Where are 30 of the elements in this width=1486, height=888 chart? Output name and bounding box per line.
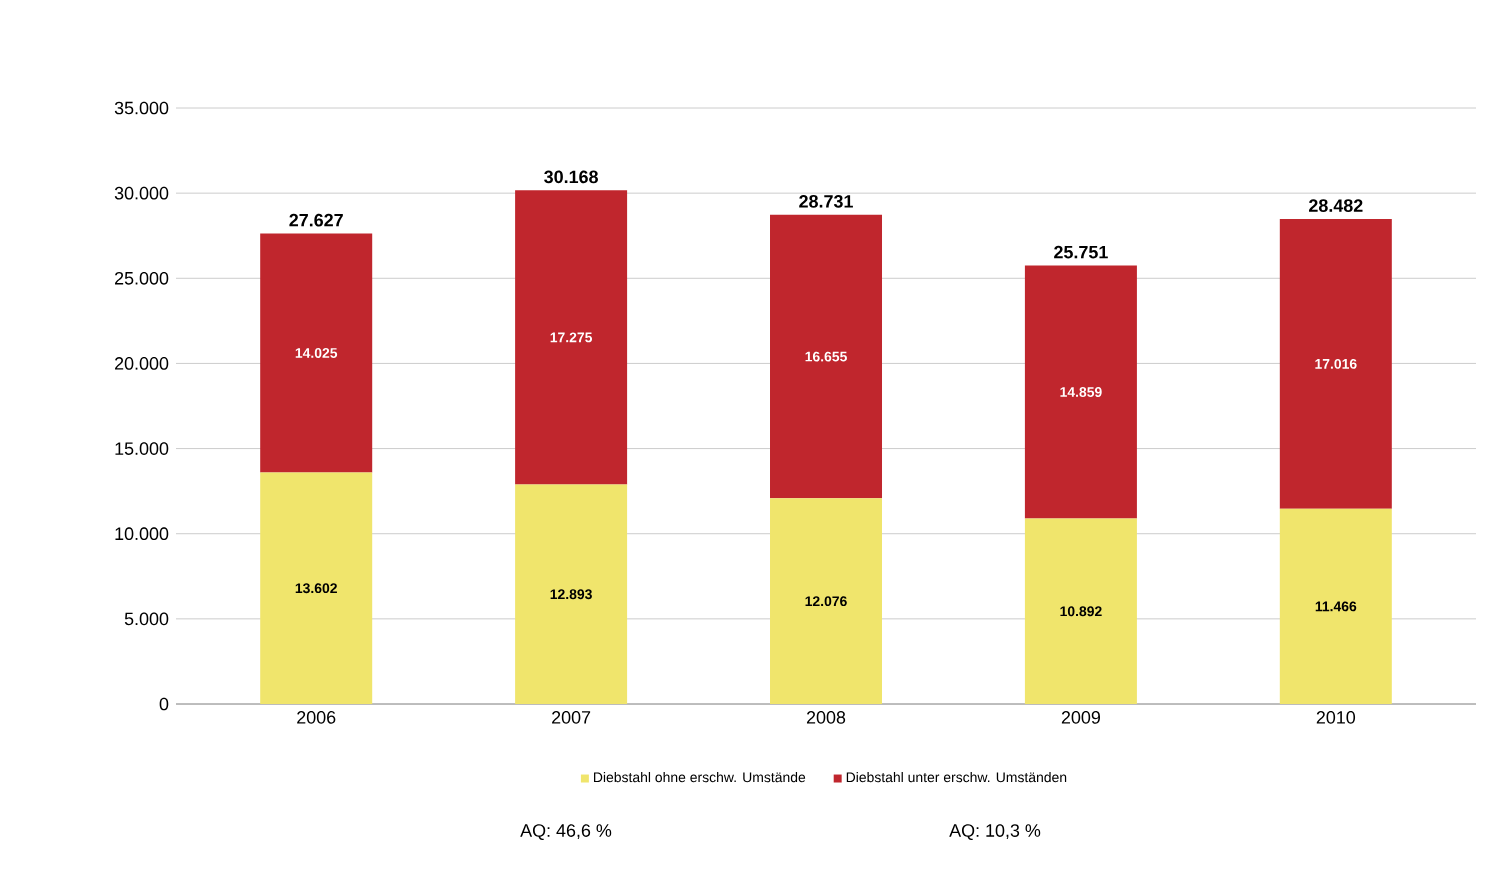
x-tick-label: 2006 — [297, 711, 336, 724]
x-tick-label: 2010 — [1316, 711, 1356, 724]
bar — [1279, 218, 1392, 509]
y-tick-label: 15.000 — [115, 442, 169, 455]
bar — [260, 472, 373, 704]
total-label: 30.168 — [544, 170, 598, 184]
bar — [1279, 508, 1392, 704]
y-tick-label: 25.000 — [115, 271, 169, 285]
bar — [1024, 518, 1137, 704]
y-tick-label: 30.000 — [114, 186, 169, 200]
bar — [515, 484, 628, 704]
y-tick-label: 10.000 — [115, 527, 169, 541]
x-tick-label: 2009 — [1061, 711, 1100, 724]
total-label: 27.627 — [289, 213, 343, 227]
text: AQ: 10,3 % — [949, 824, 1041, 841]
y-tick-label: 5.000 — [124, 612, 169, 626]
bar — [260, 233, 373, 473]
y-tick-label: 0 — [159, 697, 169, 711]
bar — [1024, 265, 1137, 519]
total-label: 28.482 — [1309, 199, 1363, 212]
total-label: 28.731 — [799, 194, 853, 208]
bar — [515, 190, 628, 485]
bar — [770, 498, 883, 704]
x-tick-label: 2007 — [552, 711, 591, 724]
y-tick-label: 20.000 — [115, 357, 169, 370]
x-tick-label: 2008 — [806, 711, 846, 724]
y-tick-label: 35.000 — [114, 101, 169, 115]
total-label: 25.751 — [1054, 245, 1108, 259]
text: AQ: 46,6 % — [520, 824, 612, 841]
bar — [770, 214, 883, 499]
